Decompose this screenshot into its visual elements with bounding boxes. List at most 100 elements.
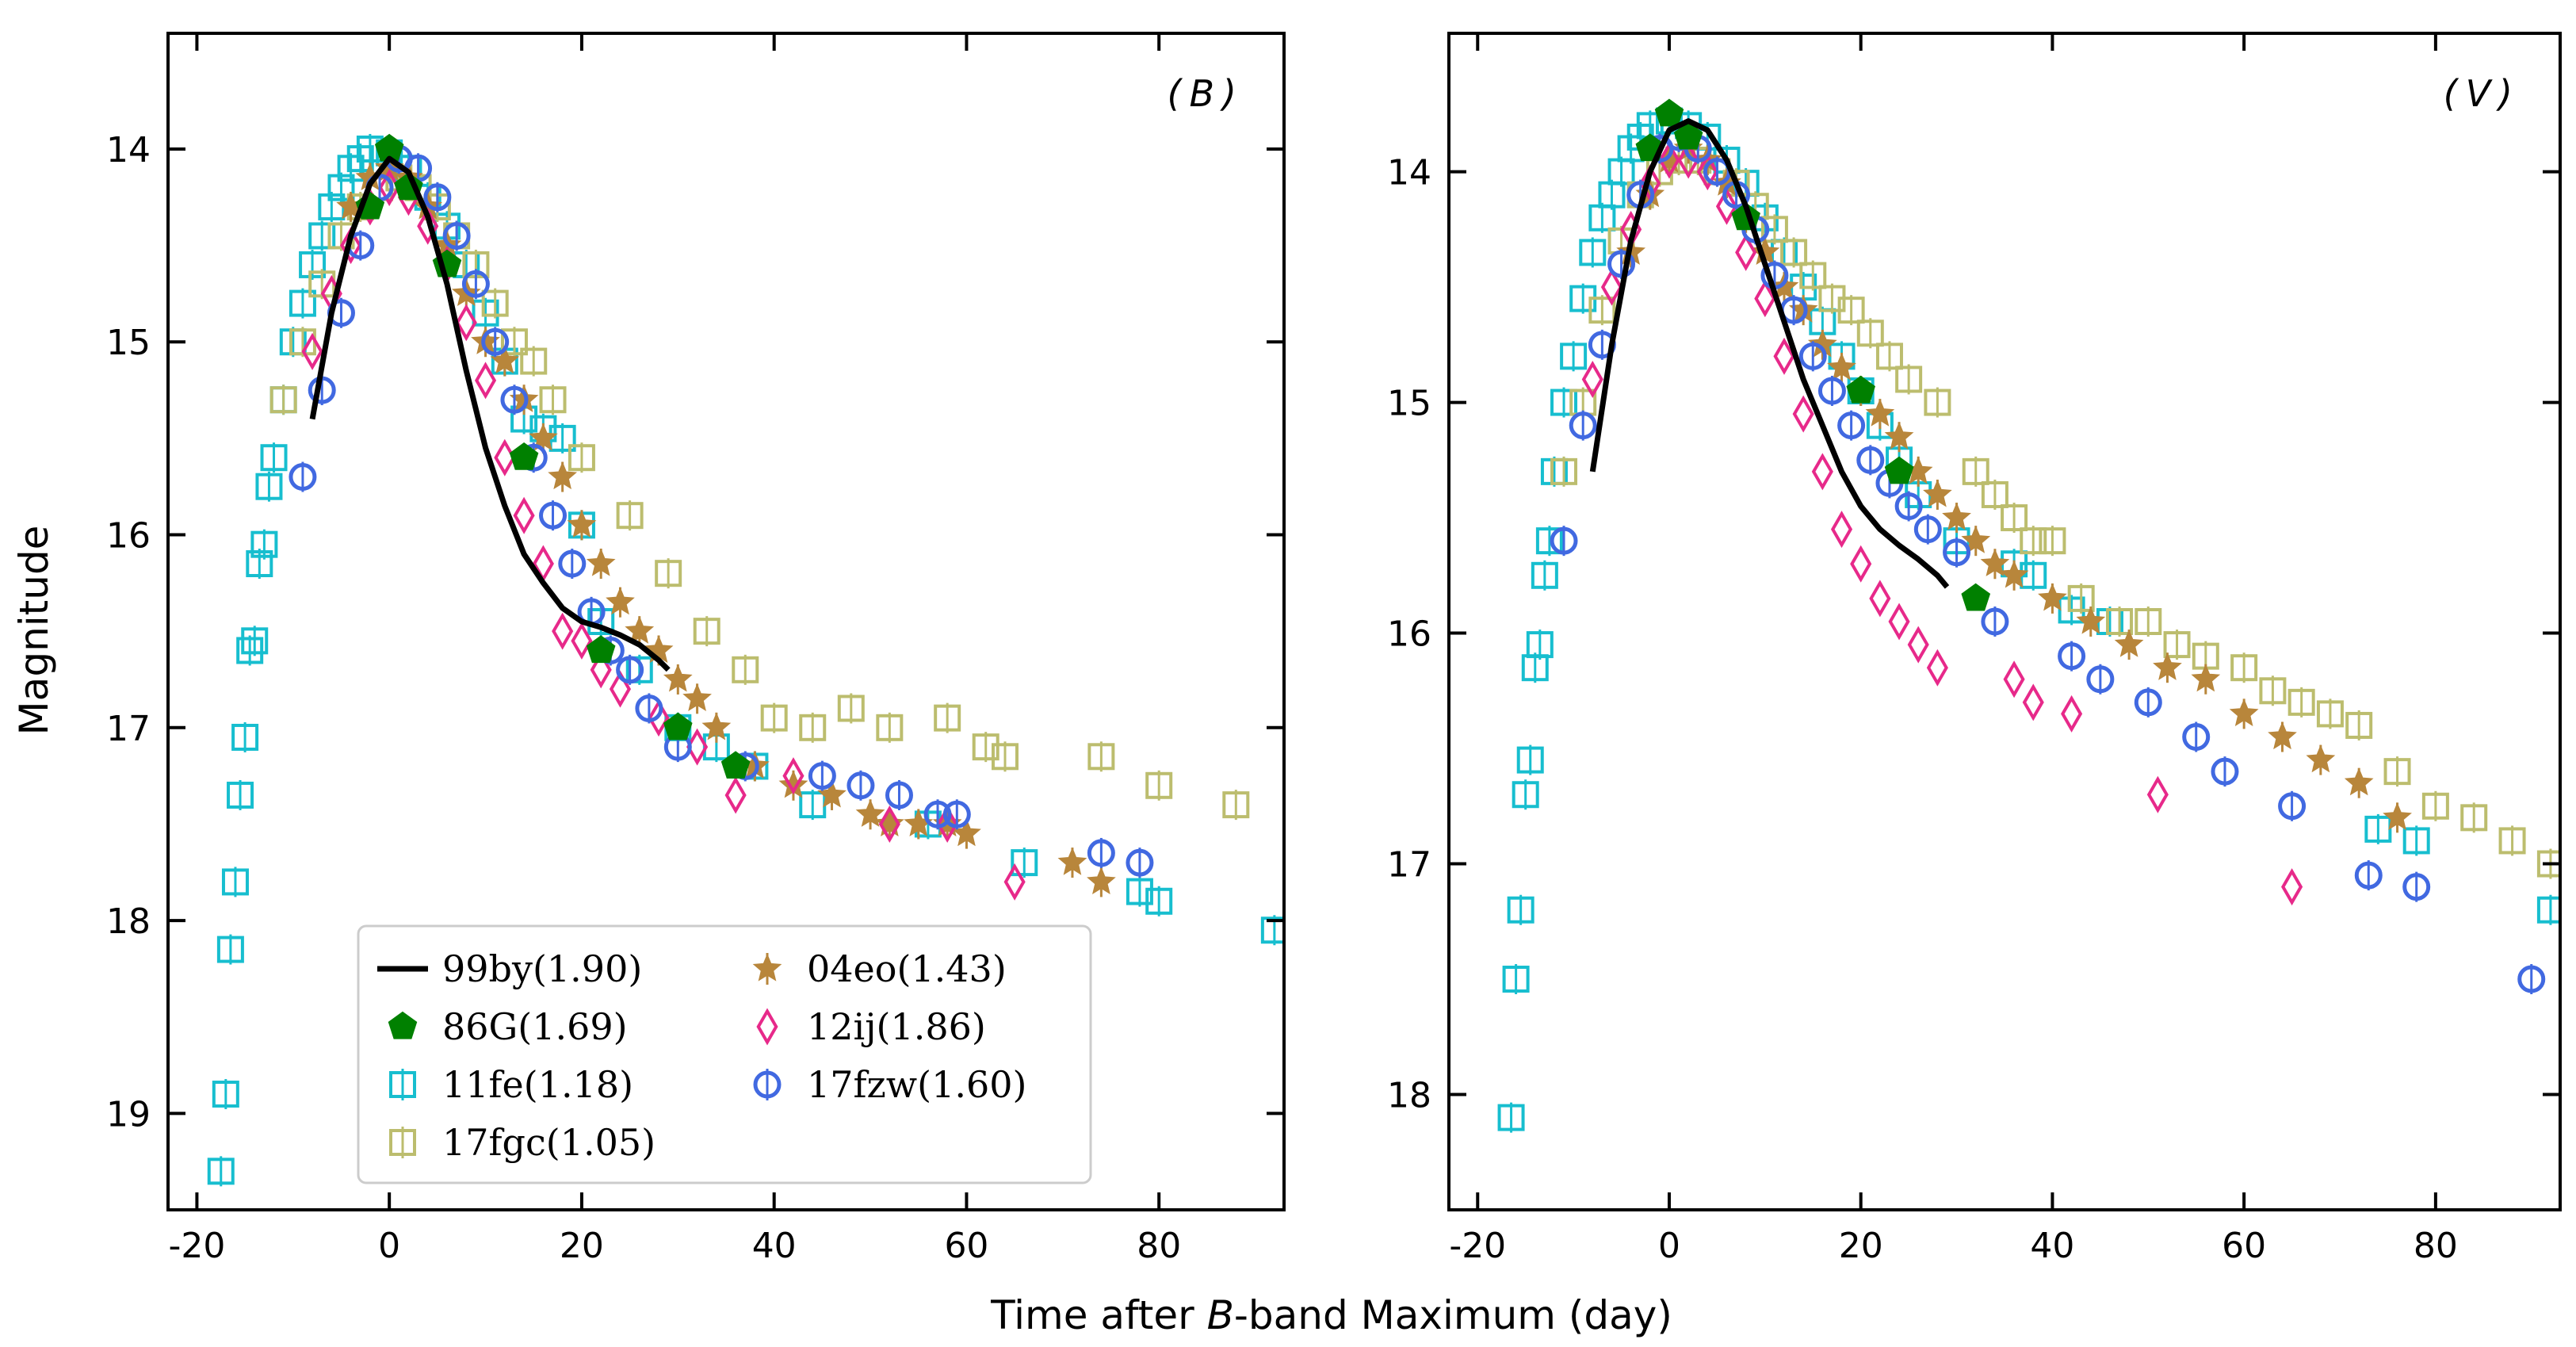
point-17fzw: [885, 781, 913, 809]
point-04eo: [2229, 698, 2259, 727]
point-17fzw: [1550, 526, 1578, 555]
point-17fgc: [972, 733, 999, 761]
point-17fzw: [1894, 492, 1923, 521]
point-17fzw: [2278, 792, 2307, 821]
point-04eo: [2306, 744, 2336, 773]
point-04eo: [2191, 664, 2221, 692]
y-tick-label: 16: [1387, 614, 1431, 655]
point-17fgc: [1981, 480, 2008, 508]
point-17fzw: [289, 463, 317, 492]
legend-label-99by: 99by(1.90): [442, 947, 642, 990]
point-17fgc: [616, 502, 644, 530]
point-12ij: [1830, 511, 1853, 549]
legend-marker-17fzw: [753, 1069, 782, 1100]
point-17fzw: [1607, 250, 1636, 278]
point-04eo: [625, 615, 655, 644]
point-12ij: [1600, 268, 1623, 306]
point-17fzw: [500, 385, 529, 414]
point-17fzw: [2402, 873, 2431, 901]
point-86g: [1961, 583, 1991, 611]
point-11fe: [255, 473, 283, 500]
legend-box: [357, 924, 1092, 1184]
point-11fe: [241, 627, 269, 655]
point-17fgc: [934, 704, 961, 732]
legend-symbol-17fgc: [389, 1129, 416, 1156]
point-12ij: [340, 227, 362, 265]
point-11fe: [207, 1158, 235, 1185]
point-17fgc: [1588, 297, 1616, 324]
point-04eo: [701, 712, 732, 740]
point-11fe: [1526, 631, 1554, 659]
legend-label-12ij: 12ij(1.86): [807, 1005, 986, 1048]
point-12ij: [474, 362, 497, 400]
point-17fzw: [942, 800, 971, 828]
point-17fzw: [808, 762, 836, 790]
point-12ij: [782, 757, 805, 795]
point-12ij: [1735, 233, 1757, 271]
point-17fzw: [2134, 688, 2162, 717]
point-17fgc: [1550, 457, 1578, 485]
point-12ij: [2146, 775, 2169, 813]
point-17fgc: [2039, 527, 2066, 555]
point-11fe: [1502, 966, 1530, 993]
point-11fe: [327, 174, 355, 201]
point-17fgc: [2316, 700, 2344, 728]
point-11fe: [250, 530, 278, 558]
point-04eo: [586, 548, 616, 576]
y-tick-label: 18: [106, 901, 151, 942]
point-11fe: [1512, 781, 1539, 809]
point-17fgc: [799, 714, 827, 741]
point-17fzw: [539, 501, 568, 530]
legend-entry-99by: 99by(1.90): [377, 947, 642, 990]
point-17fgc: [1760, 216, 1788, 243]
x-tick-label: 60: [944, 1226, 988, 1266]
point-17fzw: [616, 656, 644, 684]
point-12ij: [648, 699, 670, 737]
point-17fgc: [1780, 239, 1808, 266]
point-12ij: [571, 622, 593, 660]
point-12ij: [1677, 141, 1699, 179]
y-tick-label: 14: [106, 130, 151, 170]
point-17fzw: [1913, 515, 1942, 544]
x-tick-label: 80: [1137, 1226, 1181, 1266]
x-tick-label: 20: [1839, 1226, 1883, 1266]
y-tick-label: 17: [1387, 845, 1431, 886]
legend-label-17fgc: 17fgc(1.05): [442, 1121, 655, 1164]
point-04eo: [1961, 525, 1991, 553]
point-17fgc: [2020, 527, 2047, 555]
point-12ij: [878, 805, 900, 843]
point-86g: [1846, 375, 1875, 404]
x-axis-label: Time after B-band Maximum (day): [990, 1292, 1672, 1338]
point-17fzw: [1837, 411, 1866, 440]
point-17fzw: [423, 183, 452, 212]
legend-label-17fzw: 17fzw(1.60): [807, 1063, 1026, 1106]
y-axis-label: Magnitude: [11, 526, 57, 736]
legend-entry-86g: 86G(1.69): [388, 1005, 628, 1048]
point-12ij: [1792, 395, 1814, 433]
point-04eo: [2038, 583, 2067, 611]
y-tick-label: 15: [1387, 384, 1431, 424]
point-11fe: [227, 781, 254, 809]
point-11fe: [246, 550, 273, 578]
point-17fgc: [876, 714, 904, 741]
x-tick-label: 0: [1658, 1226, 1680, 1266]
v-band-ticks: -20 0 20 40 60 80 14 15 16 17 18: [1387, 33, 2560, 1266]
point-12ij: [1715, 187, 1738, 225]
v-band-axes-frame: [1447, 32, 2562, 1211]
point-17fgc: [1895, 365, 1923, 393]
point-86g: [663, 712, 693, 740]
point-12ij: [1907, 626, 1929, 664]
point-04eo: [1980, 548, 2010, 576]
point-17fgc: [693, 618, 720, 645]
point-17fgc: [837, 695, 865, 722]
x-tick-label: -20: [1449, 1226, 1506, 1266]
point-11fe: [221, 868, 249, 896]
point-11fe: [625, 656, 653, 683]
point-17fgc: [2287, 688, 2315, 716]
y-tick-label: 16: [106, 516, 151, 557]
point-12ij: [2022, 683, 2044, 721]
point-04eo: [2153, 652, 2182, 680]
point-04eo: [1942, 502, 1971, 530]
point-11fe: [1550, 388, 1578, 416]
